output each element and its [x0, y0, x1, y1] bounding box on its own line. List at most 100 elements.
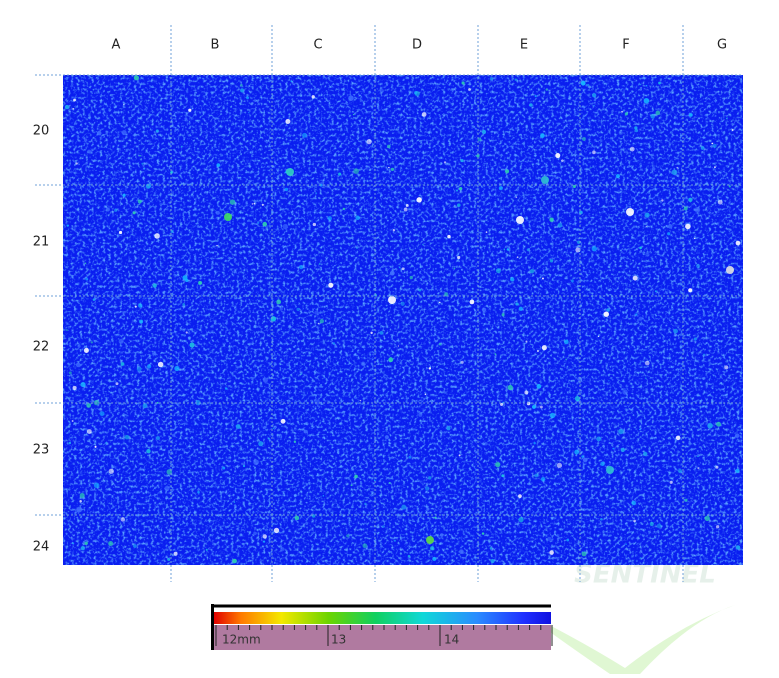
map-spot — [625, 543, 627, 546]
map-spot — [352, 113, 355, 116]
map-spot — [651, 167, 656, 171]
map-spot — [390, 167, 395, 172]
map-spot — [398, 266, 401, 269]
map-spot — [370, 331, 373, 335]
map-spot — [146, 449, 151, 454]
map-spot — [468, 88, 471, 91]
map-spot — [444, 292, 449, 297]
map-spot — [253, 459, 259, 466]
map-spot — [587, 83, 590, 87]
map-spot — [136, 366, 142, 372]
scale-label: 13 — [331, 633, 346, 647]
map-spot — [421, 112, 427, 117]
map-spot — [75, 162, 78, 165]
map-spot — [182, 275, 188, 281]
map-spot — [501, 313, 505, 317]
map-spot — [263, 426, 266, 429]
column-label: E — [520, 38, 528, 53]
map-spot — [715, 465, 719, 469]
map-spot — [156, 436, 160, 440]
map-spot — [296, 307, 300, 312]
map-spot — [398, 234, 400, 237]
map-spot — [561, 159, 564, 162]
map-spot — [180, 145, 183, 148]
map-spot — [556, 462, 563, 469]
map-spot — [580, 80, 586, 86]
map-spot — [500, 402, 504, 407]
map-spot — [612, 447, 615, 450]
map-spot — [64, 104, 70, 110]
map-spot — [598, 335, 600, 338]
map-spot — [703, 353, 706, 356]
map-spot — [717, 557, 719, 559]
map-spot — [581, 136, 586, 142]
map-spot — [510, 277, 515, 282]
map-spot — [506, 248, 510, 251]
map-spot — [581, 455, 584, 458]
map-spot — [118, 338, 124, 344]
map-spot — [685, 223, 691, 230]
map-spot — [379, 331, 384, 335]
map-spot — [156, 401, 159, 404]
map-spot — [72, 385, 77, 390]
map-spot — [424, 393, 427, 396]
map-spot — [182, 303, 186, 306]
map-spot — [481, 307, 487, 312]
map-spot — [262, 221, 268, 227]
map-spot — [439, 533, 444, 537]
map-spot — [529, 269, 535, 274]
map-spot — [541, 277, 544, 280]
map-spot — [68, 441, 72, 445]
map-spot — [401, 504, 407, 510]
map-spot — [108, 468, 114, 474]
map-spot — [618, 130, 623, 135]
map-spot — [487, 356, 491, 359]
map-spot — [423, 328, 427, 332]
map-spot — [405, 203, 409, 207]
map-spot — [667, 224, 673, 229]
map-spot — [694, 207, 701, 213]
watermark-check — [520, 605, 735, 674]
map-spot — [92, 298, 96, 301]
map-spot — [387, 144, 391, 149]
map-spot — [360, 361, 366, 367]
map-spot — [253, 531, 257, 536]
map-spot — [577, 376, 582, 381]
map-spot — [362, 543, 368, 549]
map-spot — [635, 313, 638, 316]
map-spot — [120, 517, 126, 522]
map-spot — [592, 93, 597, 98]
map-spot — [671, 169, 678, 176]
map-spot — [267, 437, 270, 440]
map-spot — [654, 290, 657, 293]
map-spot — [338, 442, 342, 446]
map-spot — [541, 176, 549, 184]
map-spot — [422, 243, 424, 246]
map-spot — [87, 149, 92, 154]
map-spot — [314, 310, 319, 315]
map-spot — [689, 113, 693, 117]
map-spot — [458, 186, 463, 191]
map-spot — [248, 111, 250, 114]
map-spot — [645, 84, 648, 87]
map-spot — [684, 498, 688, 502]
map-spot — [173, 551, 178, 556]
map-spot — [332, 342, 336, 345]
map-spot — [353, 168, 359, 174]
map-spot — [453, 267, 456, 270]
map-spot — [503, 248, 505, 251]
map-spot — [555, 153, 561, 159]
map-spot — [338, 288, 341, 291]
map-spot — [72, 542, 74, 545]
map-spot — [476, 154, 480, 158]
map-spot — [600, 461, 605, 466]
map-spot — [155, 125, 158, 128]
map-spot — [240, 88, 245, 93]
map-spot — [731, 129, 734, 131]
map-spot — [99, 411, 105, 417]
map-spot — [240, 83, 243, 87]
map-spot — [400, 301, 405, 306]
map-spot — [643, 97, 650, 104]
map-spot — [290, 80, 293, 83]
map-spot — [677, 468, 683, 474]
